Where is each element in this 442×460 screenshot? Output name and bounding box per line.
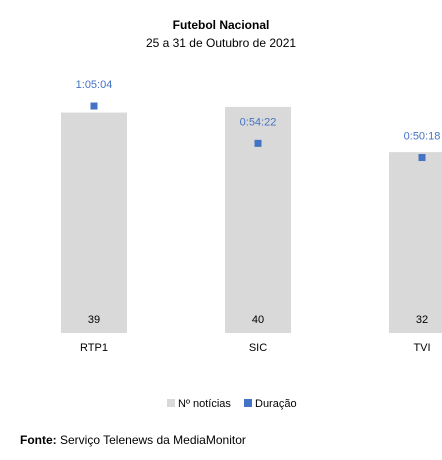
chart-title: Futebol Nacional [173, 18, 270, 32]
legend: Nº notícias Duração [167, 398, 297, 410]
bar-rtp1 [61, 112, 127, 333]
legend-label-duration: Duração [255, 398, 297, 410]
legend-label-count: Nº notícias [178, 398, 231, 410]
duration-label: 0:50:18 [404, 131, 441, 143]
category-label: RTP1 [80, 342, 108, 354]
chart-subtitle: 25 a 31 de Outubro de 2021 [146, 36, 296, 50]
bar-value-label: 39 [88, 314, 100, 326]
legend-swatch-duration [244, 399, 252, 407]
duration-marker [418, 154, 426, 162]
duration-label: 0:54:22 [240, 116, 277, 128]
chart: Futebol Nacional 25 a 31 de Outubro de 2… [61, 18, 442, 410]
duration-marker [90, 102, 98, 110]
plot-area: 39 RTP1 1:05:04 40 SIC 0:54:22 32 TVI 0:50:18 [61, 79, 442, 354]
source-prefix: Fonte: [20, 433, 57, 447]
source-text: Serviço Telenews da MediaMonitor [60, 433, 246, 447]
duration-marker [254, 139, 262, 147]
category-label: SIC [249, 342, 267, 354]
source-note: Fonte: Serviço Telenews da MediaMonitor [20, 433, 246, 447]
bar-value-label: 40 [252, 314, 264, 326]
bar-value-label: 32 [416, 314, 428, 326]
category-label: TVI [413, 342, 430, 354]
legend-swatch-count [167, 399, 175, 407]
bar-tvi [389, 152, 442, 333]
duration-label: 1:05:04 [76, 79, 113, 91]
